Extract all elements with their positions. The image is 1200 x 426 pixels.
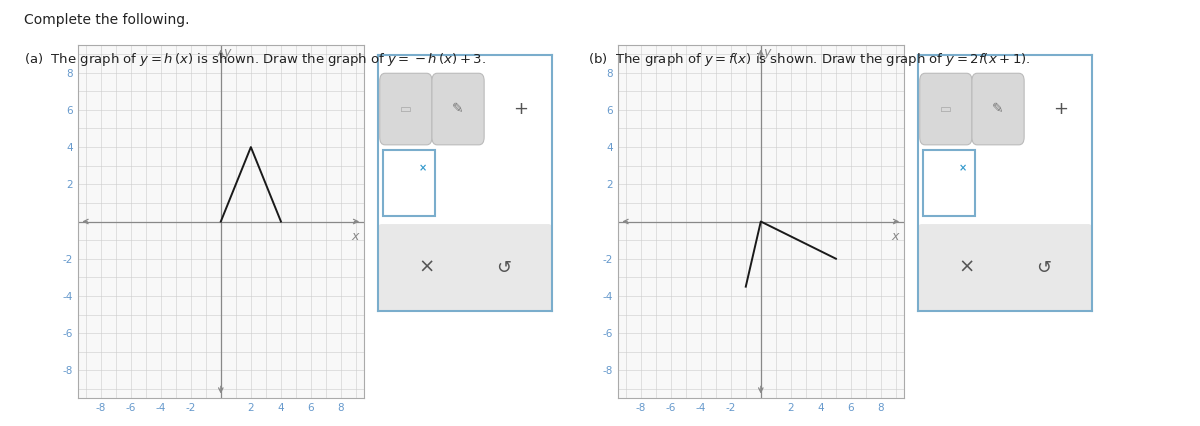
Text: ×: × [959, 258, 974, 277]
Text: (a)  The graph of $y = h\,(x)$ is shown. Draw the graph of $y = -h\,(x)+3$.: (a) The graph of $y = h\,(x)$ is shown. … [24, 51, 486, 68]
FancyBboxPatch shape [923, 150, 976, 216]
Text: $y$: $y$ [223, 47, 233, 61]
Text: +: + [514, 100, 528, 118]
FancyBboxPatch shape [432, 73, 484, 145]
FancyBboxPatch shape [383, 150, 436, 216]
Text: ↺: ↺ [496, 259, 511, 276]
Text: ×: × [419, 163, 426, 173]
Text: +: + [1054, 100, 1068, 118]
Text: ×: × [959, 163, 966, 173]
FancyBboxPatch shape [972, 73, 1024, 145]
Text: ↺: ↺ [1036, 259, 1051, 276]
FancyBboxPatch shape [379, 73, 432, 145]
Text: (b)  The graph of $y = f(x)$ is shown. Draw the graph of $y = 2f(x+1)$.: (b) The graph of $y = f(x)$ is shown. Dr… [588, 51, 1031, 68]
Text: ▭: ▭ [400, 103, 412, 115]
Text: $x$: $x$ [892, 230, 901, 243]
Text: Complete the following.: Complete the following. [24, 13, 190, 27]
Text: $x$: $x$ [352, 230, 361, 243]
Text: ✎: ✎ [992, 102, 1004, 116]
Text: ✎: ✎ [452, 102, 464, 116]
FancyBboxPatch shape [378, 224, 552, 311]
FancyBboxPatch shape [918, 224, 1092, 311]
FancyBboxPatch shape [919, 73, 972, 145]
Text: ×: × [419, 258, 434, 277]
Text: $y$: $y$ [763, 47, 773, 61]
Text: ▭: ▭ [940, 103, 952, 115]
